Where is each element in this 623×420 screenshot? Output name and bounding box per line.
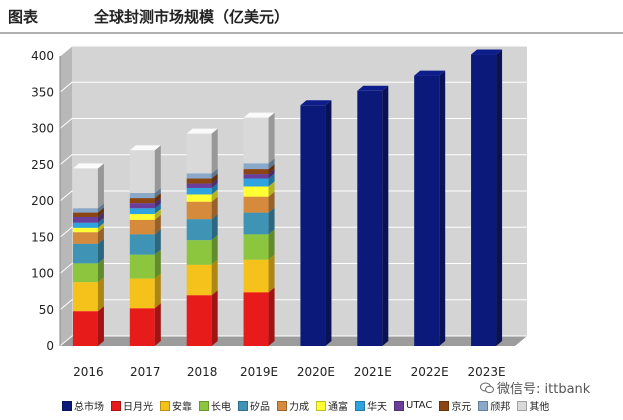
bar-stack-2023E: [471, 49, 503, 347]
grid-line: [59, 81, 527, 93]
bar-stack-2019E: [243, 112, 275, 346]
x-tick-label: 2017: [130, 365, 161, 379]
legend-item: 矽品: [238, 398, 270, 413]
y-tick-label: 350: [31, 85, 54, 99]
legend-swatch: [62, 400, 72, 411]
bar-segment: [471, 49, 503, 347]
legend-swatch: [111, 400, 121, 411]
legend-label: 长电: [211, 402, 231, 413]
bar-stack-2022E: [414, 70, 446, 346]
legend-item: 安靠: [160, 398, 192, 413]
bar-segment: [186, 128, 218, 174]
bar-segment: [186, 259, 218, 296]
chart-title: 全球封测市场规模（亿美元）: [94, 8, 290, 26]
legend-label: UTAC: [406, 400, 433, 411]
legend-label: 安靠: [172, 402, 192, 413]
legend-item: 华天: [355, 398, 387, 413]
x-tick-label: 2016: [73, 365, 104, 379]
bar-segment: [72, 306, 104, 346]
bar-segment: [72, 163, 104, 209]
y-tick-label: 50: [39, 303, 54, 317]
bar-segment: [243, 112, 275, 164]
y-tick-label: 200: [31, 194, 54, 208]
legend-swatch: [199, 400, 209, 411]
wechat-icon: [480, 382, 494, 394]
legend-item: 其他: [517, 398, 549, 413]
figure-header: 图表 全球封测市场规模（亿美元）: [0, 0, 623, 34]
legend-swatch: [277, 400, 287, 411]
legend-item: 长电: [199, 398, 231, 413]
legend-label: 力成: [289, 402, 309, 413]
x-tick-label: 2023E: [468, 365, 506, 379]
stacked-bar-chart: 0 50 100 150 200 250 300 350 400 2016 2017 2018 2019…: [31, 45, 527, 379]
legend-label: 其他: [529, 402, 550, 413]
legend-item: 京元: [439, 398, 471, 413]
legend-swatch: [238, 400, 248, 411]
legend-item: 总市场: [62, 398, 104, 413]
legend-label: 通富: [328, 402, 348, 413]
y-tick-label: 400: [31, 49, 54, 63]
bar-segment: [129, 303, 161, 346]
bar-stack-2018: [186, 128, 218, 346]
legend-label: 颀邦: [490, 402, 511, 413]
x-tick-label: 2020E: [297, 365, 335, 379]
legend-swatch: [160, 400, 170, 411]
grid-line: [59, 45, 527, 57]
legend-label: 矽品: [250, 402, 270, 413]
bar-segment: [186, 290, 218, 346]
bar-segment: [357, 85, 389, 347]
legend-item: 通富: [316, 398, 348, 413]
bar-segment: [129, 145, 161, 194]
bar-segment: [414, 70, 446, 346]
x-tick-label: 2021E: [354, 365, 392, 379]
legend-label: 总市场: [74, 402, 104, 413]
bar-segment: [243, 254, 275, 293]
bar-stack-2017: [129, 145, 161, 346]
watermark: 微信号: ittbank: [478, 378, 593, 397]
legend-swatch: [517, 400, 528, 411]
bar-stack-2016: [72, 163, 104, 346]
bar-stack-2020E: [300, 100, 332, 346]
legend-label: 华天: [367, 402, 387, 413]
watermark-text: 微信号: ittbank: [497, 382, 591, 397]
chart-legend: 总市场 日月光 安靠 长电 矽品 力成 通富 华天 UTAC 京元 颀邦 其他: [62, 398, 622, 418]
bar-segment: [300, 100, 332, 346]
legend-swatch: [316, 400, 326, 411]
legend-swatch: [394, 400, 404, 411]
legend-swatch: [478, 400, 489, 411]
x-tick-label: 2019E: [240, 365, 278, 379]
figure-label: 图表: [8, 8, 39, 26]
plot-floor: [60, 336, 527, 346]
legend-item: 日月光: [111, 398, 153, 413]
y-tick-label: 250: [31, 158, 54, 172]
legend-item: 颀邦: [478, 398, 510, 413]
bar-segment: [243, 287, 275, 346]
bar-segment: [72, 277, 104, 312]
legend-swatch: [439, 400, 450, 411]
legend-label: 京元: [451, 402, 472, 413]
legend-item: UTAC: [394, 400, 432, 411]
legend-swatch: [355, 400, 365, 411]
bar-segment: [129, 273, 161, 309]
x-tick-label: 2018: [187, 365, 218, 379]
x-tick-label: 2022E: [411, 365, 449, 379]
bar-stack-2021E: [357, 85, 389, 347]
y-tick-label: 300: [31, 122, 54, 136]
y-tick-label: 150: [31, 230, 54, 244]
y-tick-label: 100: [31, 267, 54, 281]
legend-item: 力成: [277, 398, 309, 413]
y-tick-label: 0: [46, 339, 54, 353]
legend-label: 日月光: [123, 402, 153, 413]
